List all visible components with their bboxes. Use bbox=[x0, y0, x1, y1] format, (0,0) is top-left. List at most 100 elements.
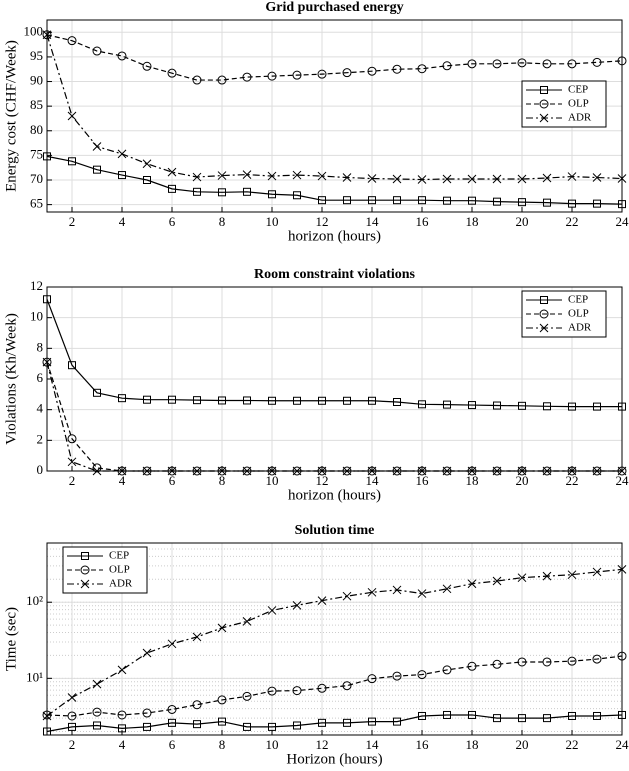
marker bbox=[168, 718, 176, 727]
x-tick-label: 6 bbox=[169, 473, 176, 488]
marker bbox=[367, 66, 377, 76]
x-tick-label: 2 bbox=[69, 737, 76, 752]
marker bbox=[192, 700, 202, 710]
marker bbox=[42, 357, 52, 367]
marker bbox=[117, 149, 127, 159]
legend-marker bbox=[80, 565, 90, 575]
marker bbox=[442, 61, 452, 71]
marker bbox=[267, 466, 277, 476]
x-tick-label: 4 bbox=[119, 214, 126, 229]
series-line bbox=[46, 714, 623, 733]
marker bbox=[517, 466, 527, 476]
y-tick-label: 0 bbox=[37, 462, 44, 477]
marker bbox=[143, 722, 151, 731]
x-tick-label: 24 bbox=[616, 473, 629, 488]
marker bbox=[542, 657, 552, 667]
marker bbox=[292, 600, 302, 610]
x-tick-label: 20 bbox=[516, 737, 529, 752]
marker bbox=[467, 59, 477, 69]
marker bbox=[418, 711, 426, 720]
legend-label: ADR bbox=[568, 322, 592, 334]
series-line bbox=[46, 655, 623, 717]
y-tick-label: 10¹ bbox=[26, 669, 43, 684]
plot-frame bbox=[46, 542, 623, 736]
x-tick-label: 2 bbox=[69, 473, 76, 488]
x-tick-label: 8 bbox=[219, 214, 226, 229]
marker bbox=[567, 656, 577, 666]
y-tick-label: 75 bbox=[30, 146, 43, 161]
marker bbox=[217, 623, 227, 633]
marker bbox=[417, 589, 427, 598]
marker bbox=[142, 466, 152, 476]
marker bbox=[243, 396, 251, 405]
marker bbox=[143, 395, 151, 404]
marker bbox=[368, 396, 376, 405]
marker bbox=[67, 434, 77, 444]
marker bbox=[493, 401, 501, 410]
marker bbox=[418, 196, 426, 205]
marker bbox=[617, 56, 627, 66]
marker bbox=[43, 152, 51, 161]
series-line bbox=[46, 361, 622, 472]
marker bbox=[318, 196, 326, 205]
y-tick-label: 2 bbox=[37, 431, 44, 446]
marker bbox=[268, 722, 276, 731]
marker bbox=[43, 295, 51, 304]
marker bbox=[518, 401, 526, 410]
marker bbox=[242, 466, 252, 476]
marker bbox=[617, 651, 627, 661]
marker bbox=[443, 196, 451, 205]
marker bbox=[343, 396, 351, 405]
marker bbox=[367, 674, 377, 684]
marker bbox=[442, 466, 452, 476]
marker bbox=[468, 196, 476, 205]
legend-label: CEP bbox=[109, 550, 129, 562]
legend-label: ADR bbox=[568, 112, 592, 124]
x-tick-label: 20 bbox=[516, 214, 529, 229]
marker bbox=[442, 584, 452, 594]
marker bbox=[318, 718, 326, 727]
x-tick-label: 18 bbox=[466, 473, 479, 488]
marker bbox=[193, 187, 201, 196]
y-axis-label: Violations (Kh/Week) bbox=[3, 313, 19, 445]
marker bbox=[618, 710, 626, 719]
marker bbox=[392, 671, 402, 681]
marker bbox=[267, 686, 277, 696]
series-line bbox=[46, 34, 623, 181]
marker bbox=[393, 196, 401, 205]
marker bbox=[92, 463, 102, 473]
x-axis-label: Horizon (hours) bbox=[286, 751, 382, 767]
marker bbox=[317, 69, 327, 79]
marker bbox=[342, 68, 352, 78]
chart-title: Grid purchased energy bbox=[265, 0, 403, 15]
marker bbox=[317, 596, 327, 605]
marker bbox=[567, 59, 577, 69]
marker bbox=[92, 466, 102, 476]
x-tick-label: 24 bbox=[616, 737, 629, 752]
x-tick-label: 10 bbox=[266, 473, 279, 488]
marker bbox=[543, 714, 551, 723]
marker bbox=[393, 717, 401, 726]
x-tick-label: 6 bbox=[169, 737, 176, 752]
marker bbox=[68, 722, 76, 731]
legend-label: OLP bbox=[109, 564, 130, 576]
marker bbox=[193, 720, 201, 729]
marker bbox=[242, 170, 252, 179]
marker bbox=[93, 721, 101, 730]
marker bbox=[317, 683, 327, 693]
marker bbox=[542, 571, 552, 581]
x-tick-label: 8 bbox=[219, 737, 226, 752]
marker bbox=[217, 695, 227, 705]
x-tick-label: 2 bbox=[69, 214, 76, 229]
x-tick-label: 14 bbox=[366, 473, 380, 488]
marker bbox=[42, 30, 52, 40]
marker bbox=[168, 395, 176, 404]
y-tick-label: 90 bbox=[30, 73, 43, 88]
marker bbox=[392, 174, 402, 184]
marker bbox=[417, 466, 427, 476]
marker bbox=[42, 357, 52, 367]
y-tick-label: 95 bbox=[30, 48, 43, 63]
marker bbox=[618, 402, 626, 411]
marker bbox=[618, 200, 626, 209]
